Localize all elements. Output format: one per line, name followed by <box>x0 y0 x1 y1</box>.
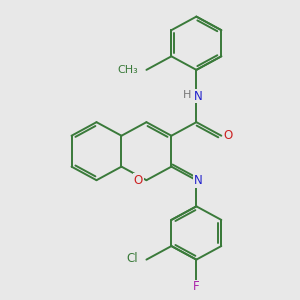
Text: H: H <box>183 90 191 100</box>
Text: Cl: Cl <box>127 252 138 265</box>
Text: O: O <box>134 174 143 187</box>
Text: N: N <box>194 174 203 187</box>
Text: N: N <box>194 89 203 103</box>
Text: F: F <box>193 280 200 293</box>
Text: CH₃: CH₃ <box>117 65 138 75</box>
Text: O: O <box>224 129 233 142</box>
